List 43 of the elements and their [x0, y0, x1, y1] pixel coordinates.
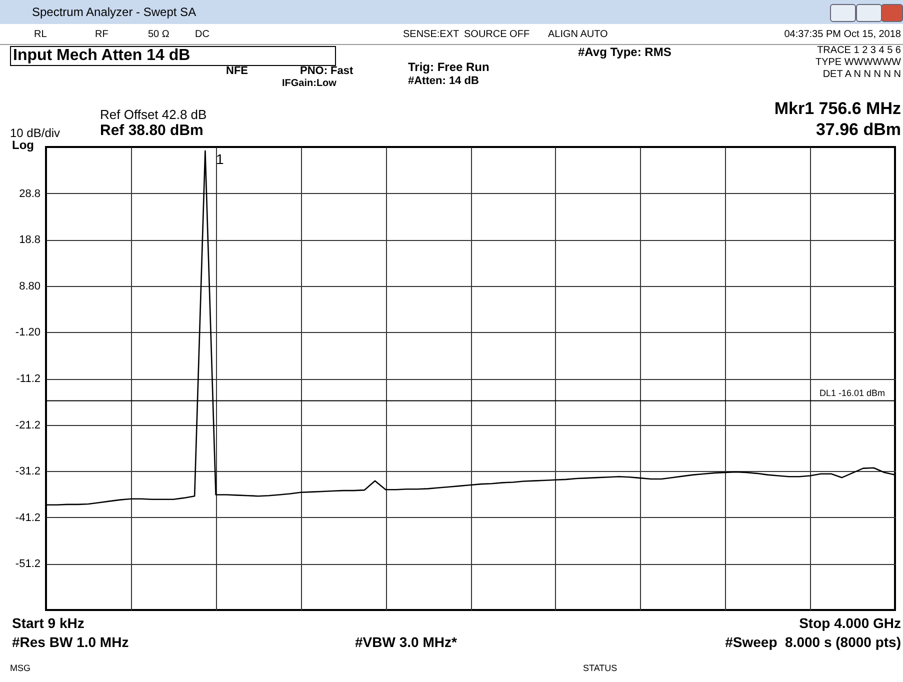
annotation: 1: [216, 151, 224, 167]
y-tick-label: -1.20: [15, 326, 40, 339]
y-tick-label: 18.8: [19, 234, 40, 246]
text: IFGain:Low: [282, 78, 336, 89]
text: ALIGN AUTO: [548, 29, 608, 40]
text: #Avg Type: RMS: [578, 45, 672, 59]
text: 37.96 dBm: [816, 120, 901, 139]
text: TRACE 1 2 3 4 5 6: [817, 45, 901, 56]
text: Ref Offset 42.8 dB: [100, 107, 207, 122]
text: PNO: Fast: [300, 65, 354, 77]
text: #Res BW 1.0 MHz: [12, 634, 129, 650]
text: 10 dB/div: [10, 126, 60, 140]
text: NFE: [226, 65, 248, 77]
y-tick-label: 28.8: [19, 188, 40, 200]
text: Trig: Free Run: [408, 60, 490, 74]
y-tick-label: 8.80: [19, 280, 40, 292]
source-note: SOURCE OFF: [464, 29, 530, 40]
text: Ref 38.80 dBm: [100, 122, 204, 139]
ref-line-label: DL1 -16.01 dBm: [819, 388, 885, 398]
text: MSG: [10, 663, 31, 673]
text: Start 9 kHz: [12, 615, 84, 631]
text: SENSE:EXT: [403, 29, 460, 40]
text: #VBW 3.0 MHz*: [355, 634, 457, 650]
y-tick-label: -11.2: [16, 373, 40, 385]
text: Stop 4.000 GHz: [799, 615, 901, 631]
text: #Sweep 8.000 s (8000 pts): [725, 634, 901, 650]
text: TYPE WWWWWW: [815, 57, 901, 68]
text: Log: [12, 138, 34, 152]
y-tick-label: -51.2: [15, 558, 40, 570]
text: RL: [34, 29, 47, 40]
y-tick-label: -41.2: [15, 512, 40, 524]
text: #Atten: 14 dB: [408, 75, 479, 87]
text: STATUS: [583, 663, 618, 673]
text: DET A N N N N N: [822, 69, 901, 80]
y-tick-label: -21.2: [15, 419, 40, 432]
y-tick-label: -31.2: [15, 466, 40, 478]
text: RF: [95, 29, 108, 40]
text: Input Mech Atten 14 dB: [10, 46, 336, 66]
text: Mkr1 756.6 MHz: [774, 99, 901, 118]
text: 04:37:35 PM Oct 15, 2018: [784, 29, 901, 40]
text: DC: [195, 29, 210, 40]
chart-title: Spectrum Analyzer - Swept SA: [32, 5, 196, 19]
text: 50 Ω: [148, 29, 170, 40]
